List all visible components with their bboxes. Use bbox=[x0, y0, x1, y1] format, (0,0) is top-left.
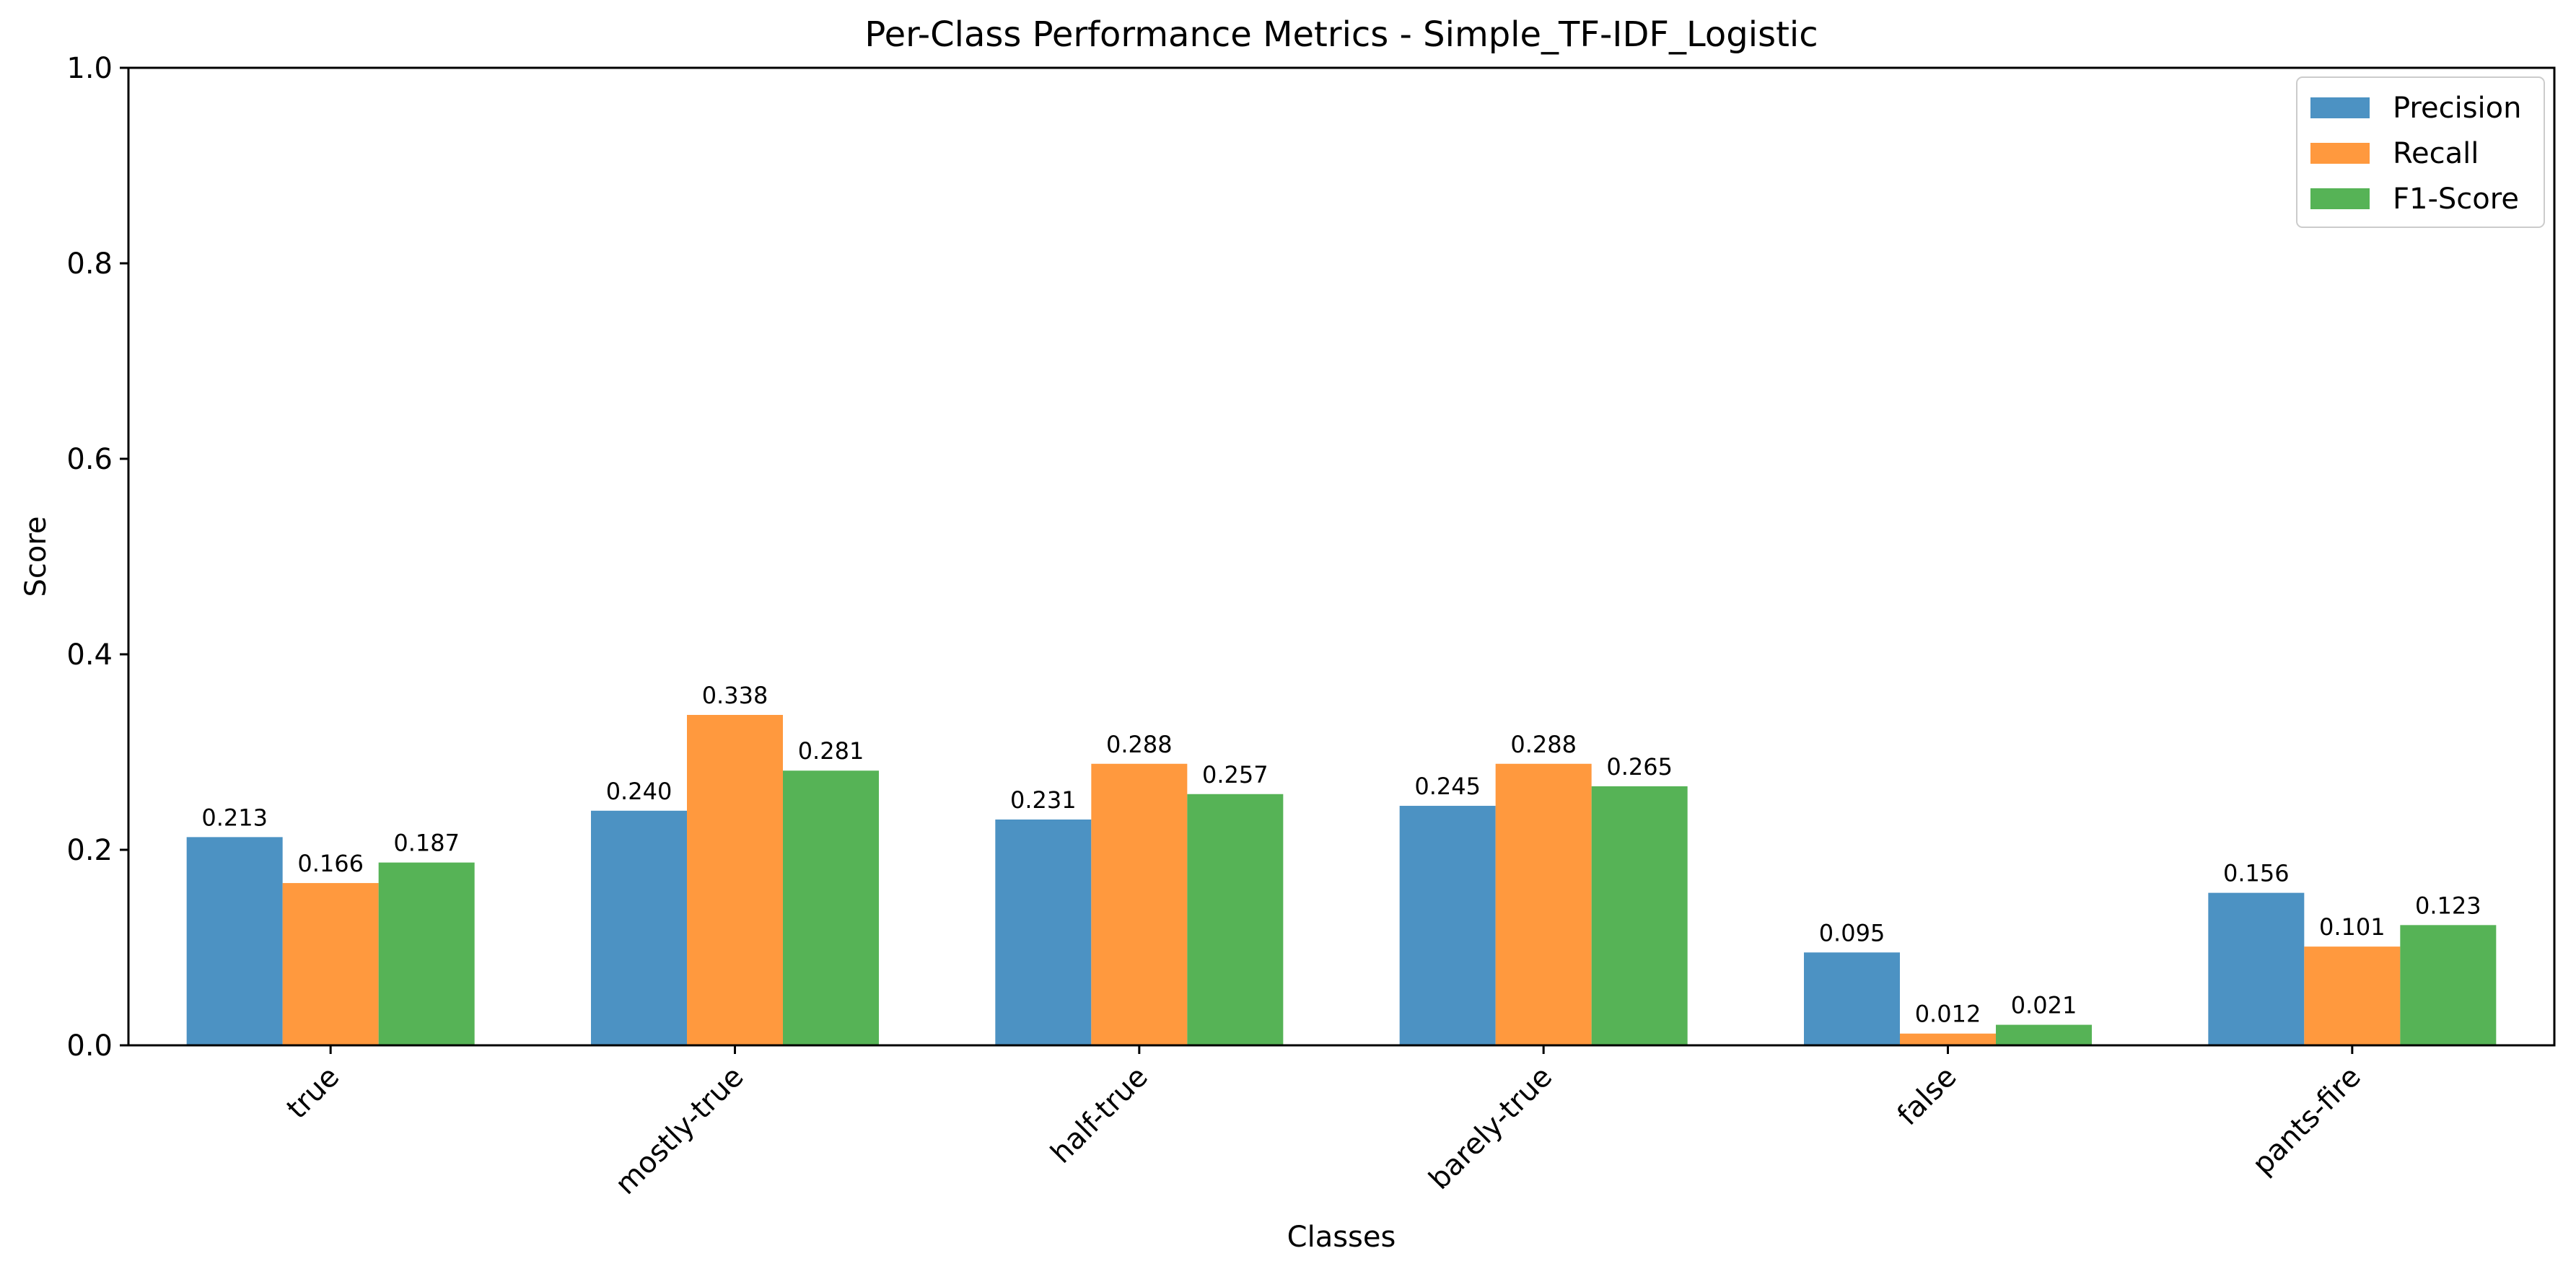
data-label: 0.288 bbox=[1510, 731, 1577, 758]
bar-f1-score-barely-true bbox=[1591, 786, 1688, 1045]
y-axis-title: Score bbox=[19, 516, 53, 597]
y-tick-label: 0.2 bbox=[66, 834, 113, 867]
data-label: 0.265 bbox=[1606, 753, 1673, 781]
bar-recall-pants-fire bbox=[2304, 946, 2401, 1045]
legend-label: F1-Score bbox=[2393, 183, 2519, 216]
y-tick-label: 0.6 bbox=[66, 443, 113, 476]
bar-recall-half-true bbox=[1091, 763, 1188, 1045]
bar-recall-false bbox=[1900, 1033, 1996, 1045]
data-label: 0.123 bbox=[2415, 892, 2481, 919]
bar-f1-score-half-true bbox=[1187, 794, 1284, 1045]
x-axis-title: Classes bbox=[1287, 1221, 1396, 1254]
data-label: 0.156 bbox=[2223, 860, 2290, 887]
data-label: 0.281 bbox=[798, 737, 864, 765]
bar-f1-score-false bbox=[1996, 1024, 2092, 1045]
bar-f1-score-mostly-true bbox=[783, 770, 879, 1045]
y-tick-label: 0.4 bbox=[66, 638, 113, 672]
bar-recall-barely-true bbox=[1495, 763, 1592, 1045]
data-label: 0.257 bbox=[1202, 761, 1269, 788]
y-tick-label: 0.0 bbox=[66, 1029, 113, 1063]
bar-f1-score-true bbox=[378, 862, 475, 1045]
data-label: 0.231 bbox=[1010, 786, 1077, 814]
bar-recall-true bbox=[282, 883, 379, 1045]
bar-recall-mostly-true bbox=[687, 715, 783, 1045]
data-label: 0.288 bbox=[1106, 731, 1173, 758]
data-label: 0.095 bbox=[1819, 919, 1885, 946]
data-label: 0.338 bbox=[702, 682, 768, 709]
bar-precision-barely-true bbox=[1399, 806, 1496, 1045]
data-labels-layer: 0.213 0.240 0.231 0.245 0.095 0.156 0.166 0.338… bbox=[201, 682, 2481, 1028]
data-label: 0.101 bbox=[2319, 913, 2386, 941]
bar-precision-true bbox=[186, 837, 283, 1045]
data-label: 0.166 bbox=[297, 850, 364, 877]
plot-frame bbox=[127, 66, 2556, 1047]
data-label: 0.240 bbox=[606, 778, 673, 805]
bars-layer bbox=[186, 715, 2497, 1045]
bar-precision-false bbox=[1804, 952, 1900, 1045]
legend: Precision Recall F1-Score bbox=[2296, 76, 2545, 228]
y-tick-label: 0.8 bbox=[66, 247, 113, 281]
legend-label: Precision bbox=[2393, 92, 2521, 125]
bar-f1-score-pants-fire bbox=[2400, 925, 2497, 1045]
data-label: 0.012 bbox=[1915, 1001, 1981, 1028]
legend-swatch bbox=[2310, 143, 2370, 164]
bar-precision-mostly-true bbox=[591, 810, 687, 1045]
data-label: 0.021 bbox=[2011, 992, 2077, 1019]
y-tick-label: 1.0 bbox=[66, 52, 113, 85]
data-label: 0.245 bbox=[1414, 773, 1481, 800]
bar-precision-half-true bbox=[995, 819, 1092, 1045]
bar-precision-pants-fire bbox=[2208, 892, 2305, 1045]
legend-swatch bbox=[2310, 188, 2370, 209]
data-label: 0.187 bbox=[393, 830, 460, 857]
chart-title: Per-Class Performance Metrics - Simple_T… bbox=[864, 14, 1818, 55]
data-label: 0.213 bbox=[201, 804, 268, 831]
legend-swatch bbox=[2310, 97, 2370, 118]
legend-label: Recall bbox=[2393, 137, 2479, 170]
